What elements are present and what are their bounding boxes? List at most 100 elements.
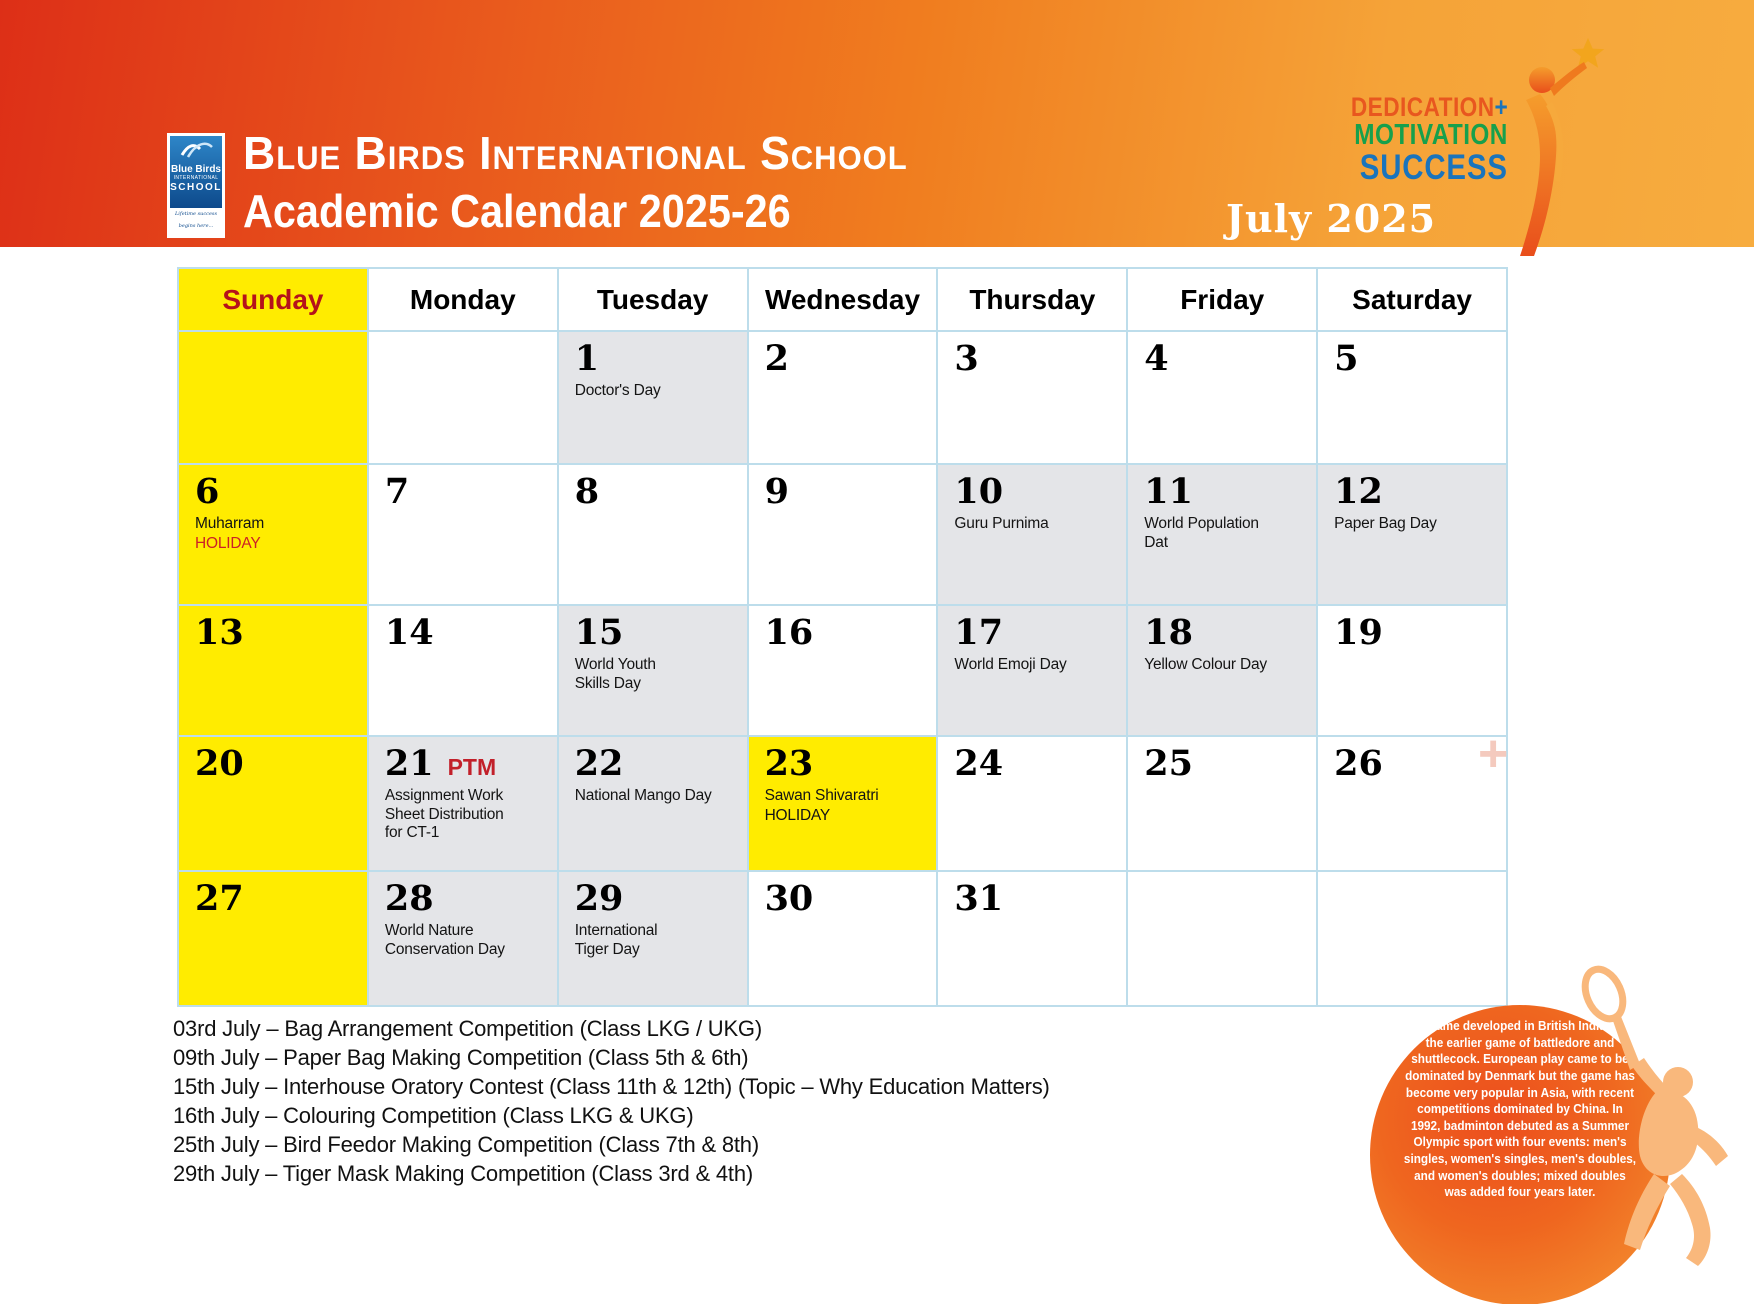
event-label: Yellow Colour Day	[1144, 656, 1267, 673]
notes-list: 03rd July – Bag Arrangement Competition …	[173, 1014, 1050, 1188]
day-number: 15	[574, 612, 624, 653]
day-number: 29	[574, 878, 624, 919]
calendar-cell-13: 13	[179, 606, 367, 735]
calendar-cell-empty	[1318, 872, 1506, 1005]
event-label: World Nature Conservation Day	[384, 922, 505, 958]
day-number: 19	[1334, 612, 1383, 653]
day-number: 30	[764, 878, 814, 919]
calendar-cell-21: 21 PTM Assignment Work Sheet Distribution …	[368, 737, 557, 870]
note-item: 15th July – Interhouse Oratory Contest (…	[173, 1074, 1050, 1099]
day-number: 3	[954, 338, 979, 379]
event-label: World Emoji Day	[954, 656, 1067, 673]
header-band	[0, 0, 1754, 247]
day-number: 7	[384, 471, 410, 512]
event-label: Paper Bag Day	[1334, 515, 1437, 532]
event-label: World Population Dat	[1144, 515, 1259, 551]
weekday-header-tuesday: Tuesday	[558, 269, 747, 330]
fact-circle	[1370, 1005, 1670, 1304]
day-number: 27	[195, 878, 244, 919]
calendar-cell-23: 23 Sawan Shivaratri HOLIDAY	[748, 737, 937, 870]
calendar-cell-11: 11 World Population Dat	[1128, 465, 1317, 604]
star-icon	[1571, 38, 1605, 68]
day-number: 22	[574, 743, 624, 784]
day-number: 20	[195, 743, 244, 784]
day-number: 4	[1144, 338, 1169, 379]
weekday-header-friday: Friday	[1128, 269, 1317, 330]
calendar-cell-14: 14	[368, 606, 557, 735]
day-number: 18	[1144, 612, 1193, 653]
logo-international-label: INTERNATIONAL	[173, 175, 219, 181]
calendar-cell-7: 7	[368, 465, 557, 604]
motto-success: SUCCESS	[1359, 148, 1508, 187]
calendar-cell-2: 2	[748, 332, 937, 463]
plus-watermark-icon: +	[1478, 725, 1509, 783]
weekday-header-sunday: Sunday	[179, 269, 367, 330]
page-subtitle: Academic Calendar 2025-26	[243, 185, 791, 237]
calendar-cell-1: 1 Doctor's Day	[558, 332, 747, 463]
page-title: Blue Birds International School	[243, 127, 908, 179]
calendar-cell-28: 28 World Nature Conservation Day	[368, 872, 557, 1005]
calendar-cell-24: 24	[938, 737, 1127, 870]
bird-icon	[180, 142, 213, 158]
weekday-header-monday: Monday	[368, 269, 557, 330]
weekday-header-wednesday: Wednesday	[748, 269, 937, 330]
weekday-header-thursday: Thursday	[938, 269, 1127, 330]
motto-plus: +	[1494, 92, 1508, 122]
note-item: 03rd July – Bag Arrangement Competition …	[173, 1016, 762, 1041]
note-item: 25th July – Bird Feedor Making Competiti…	[173, 1132, 759, 1157]
motto: DEDICATION+ MOTIVATION SUCCESS	[1351, 92, 1508, 187]
calendar-cell-19: 19	[1318, 606, 1506, 735]
note-item: 16th July – Colouring Competition (Class…	[173, 1103, 694, 1128]
fact-circle-text: The game developed in British India from…	[1403, 1019, 1637, 1200]
event-label: International Tiger Day	[574, 922, 658, 958]
calendar-cell-empty	[368, 332, 557, 463]
calendar-cell-12: 12 Paper Bag Day	[1318, 465, 1506, 604]
calendar-cell-17: 17 World Emoji Day	[938, 606, 1127, 735]
calendar-cell-16: 16	[748, 606, 937, 735]
event-label: National Mango Day	[574, 787, 712, 804]
day-number: 23	[764, 743, 814, 784]
day-number: 17	[954, 612, 1004, 653]
weekday-header-saturday: Saturday	[1318, 269, 1506, 330]
calendar-cell-4: 4	[1128, 332, 1317, 463]
event-label: Assignment Work Sheet Distribution for C…	[384, 787, 504, 842]
day-number: 13	[195, 612, 244, 653]
calendar-cell-9: 9	[748, 465, 937, 604]
day-number: 12	[1334, 471, 1383, 512]
event-label: Muharram	[195, 515, 265, 532]
reaching-figure-icon	[1520, 38, 1605, 256]
motto-dedication: DEDICATION	[1351, 92, 1495, 122]
motto-motivation: MOTIVATION	[1354, 119, 1508, 151]
day-number: 26	[1334, 743, 1383, 784]
shuttlecock-icon	[1572, 944, 1596, 974]
day-number: 31	[954, 878, 1004, 919]
holiday-badge: HOLIDAY	[764, 806, 831, 824]
event-label: World Youth Skills Day	[574, 656, 656, 692]
school-logo: Blue Birds INTERNATIONAL SCHOOL Lifetime…	[167, 133, 225, 238]
calendar-cell-15: 15 World Youth Skills Day	[558, 606, 747, 735]
calendar-cell-25: 25	[1128, 737, 1317, 870]
note-item: 29th July – Tiger Mask Making Competitio…	[173, 1161, 753, 1186]
calendar-cell-26: 26	[1318, 737, 1506, 870]
calendar-cell-3: 3	[938, 332, 1127, 463]
day-number: 25	[1144, 743, 1193, 784]
event-label: Doctor's Day	[574, 382, 661, 399]
badminton-player-icon	[1572, 944, 1728, 1266]
ptm-tag: PTM	[447, 754, 497, 780]
event-label: Guru Purnima	[954, 515, 1049, 532]
calendar-cell-18: 18 Yellow Colour Day	[1128, 606, 1317, 735]
day-number: 9	[764, 471, 789, 512]
day-number: 24	[954, 743, 1004, 784]
logo-school-label: SCHOOL	[170, 182, 222, 193]
calendar-cell-empty	[1128, 872, 1317, 1005]
calendar-cell-20: 20	[179, 737, 367, 870]
calendar-cell-29: 29 International Tiger Day	[558, 872, 747, 1005]
day-number: 16	[764, 612, 814, 653]
day-number: 8	[574, 471, 600, 512]
day-number: 21	[384, 743, 434, 784]
calendar-cell-8: 8	[558, 465, 747, 604]
logo-tagline: Lifetime success begins here...	[174, 211, 218, 229]
calendar-cell-27: 27	[179, 872, 367, 1005]
holiday-badge: HOLIDAY	[195, 534, 261, 552]
